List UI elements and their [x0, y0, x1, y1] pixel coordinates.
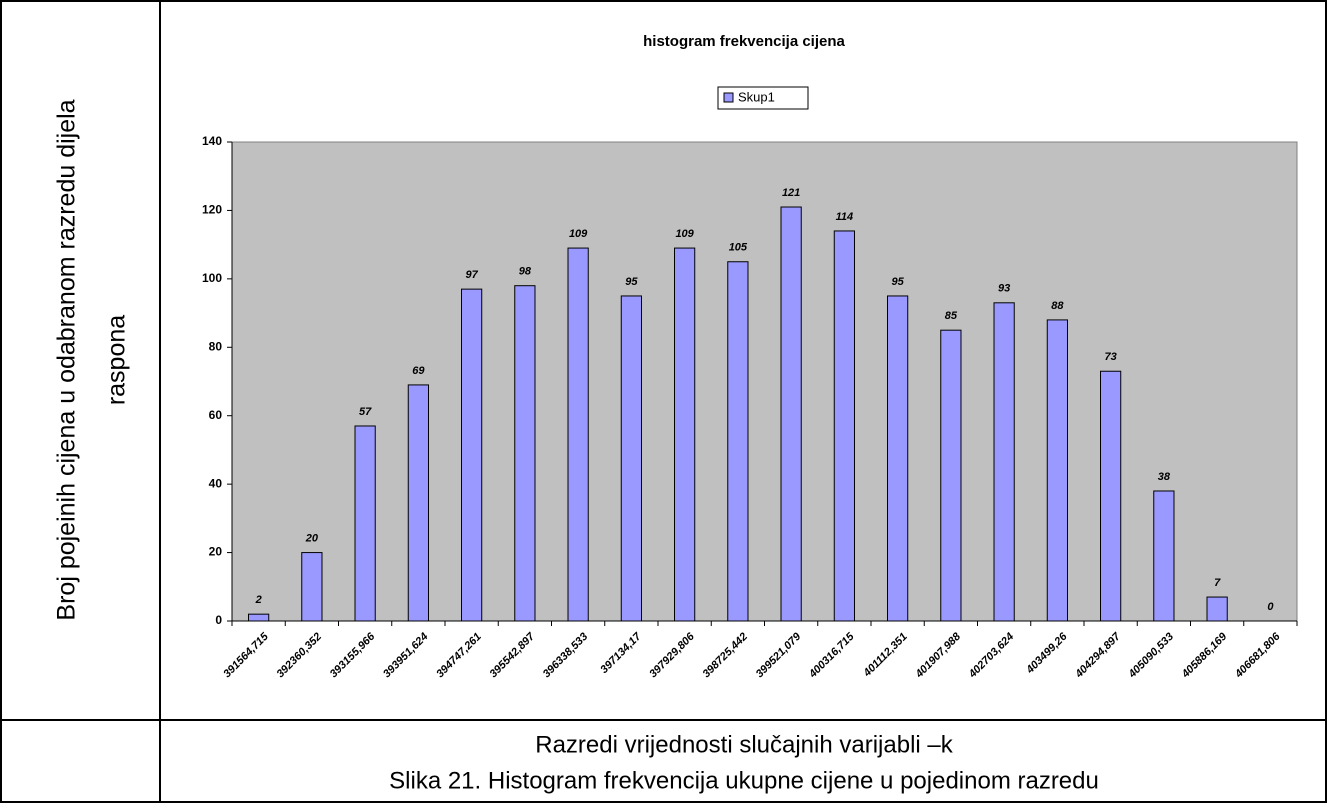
plot-area — [231, 141, 1298, 622]
data-label: 38 — [1158, 471, 1171, 483]
y-tick-label: 80 — [209, 339, 223, 353]
data-label: 105 — [729, 242, 748, 254]
data-label: 93 — [998, 283, 1010, 295]
bar — [407, 384, 429, 622]
y-tick-label: 20 — [209, 545, 223, 559]
bar — [940, 329, 962, 622]
data-label: 109 — [675, 228, 694, 240]
y-tick-label: 0 — [215, 613, 222, 627]
bar — [354, 425, 376, 622]
bar — [461, 288, 483, 622]
x-tick-label: 391564,715 — [221, 630, 271, 680]
x-tick-label: 395542,897 — [487, 630, 537, 680]
x-tick-label: 404294,897 — [1073, 630, 1124, 681]
bar — [1153, 490, 1175, 622]
bar — [1046, 319, 1068, 622]
x-tick-label: 396338,533 — [541, 631, 591, 681]
bar — [727, 261, 749, 622]
bar — [674, 247, 696, 622]
y-tick-label: 140 — [202, 134, 222, 148]
caption: Slika 21. Histogram frekvencija ukupne c… — [389, 767, 1099, 794]
x-tick-label: 401112,351 — [861, 631, 910, 680]
data-label: 73 — [1105, 351, 1117, 363]
legend-box — [717, 86, 809, 110]
y-axis-label: Broj pojeinih cijena u odabranom razredu… — [53, 99, 81, 620]
bar — [993, 302, 1015, 622]
chart-title: histogram frekvencija cijena — [643, 33, 845, 50]
data-label: 121 — [782, 187, 800, 199]
data-label: 109 — [569, 228, 588, 240]
x-tick-label: 397134,17 — [598, 630, 644, 676]
legend-label: Skup1 — [738, 89, 775, 104]
x-tick-label: 392360,352 — [274, 631, 324, 681]
bar — [514, 285, 536, 622]
x-tick-label: 406681,806 — [1232, 630, 1283, 681]
data-label: 57 — [359, 406, 372, 418]
y-tick-label: 120 — [202, 203, 222, 217]
bar — [1206, 596, 1228, 622]
legend-swatch — [723, 92, 734, 103]
data-label: 85 — [945, 310, 958, 322]
data-label: 7 — [1214, 577, 1221, 589]
data-label: 0 — [1267, 601, 1274, 613]
data-label: 69 — [412, 365, 425, 377]
data-label: 97 — [466, 269, 479, 281]
bar — [248, 613, 270, 622]
x-tick-label: 393951,624 — [381, 631, 431, 681]
data-label: 98 — [519, 266, 532, 278]
bar — [1100, 370, 1122, 622]
data-label: 95 — [892, 276, 905, 288]
data-label: 20 — [305, 532, 319, 544]
data-label: 2 — [255, 594, 262, 606]
x-tick-label: 405886,169 — [1179, 630, 1230, 681]
bar — [567, 247, 589, 622]
y-tick-label: 40 — [209, 476, 223, 490]
y-axis-label: raspona — [103, 315, 131, 405]
x-tick-label: 405090,533 — [1126, 631, 1176, 681]
x-tick-label: 397929,806 — [647, 630, 697, 680]
data-label: 95 — [625, 276, 638, 288]
x-axis-label: Razredi vrijednosti slučajnih varijabli … — [535, 731, 954, 758]
x-tick-label: 403499,26 — [1024, 630, 1071, 677]
bar — [887, 295, 909, 622]
x-tick-label: 393155,966 — [328, 630, 378, 680]
data-label: 114 — [836, 211, 854, 223]
bar — [780, 206, 802, 622]
bar — [620, 295, 642, 622]
x-tick-label: 394747,261 — [434, 631, 484, 681]
bar — [301, 552, 323, 622]
x-tick-label: 398725,442 — [700, 631, 750, 681]
x-tick-label: 399521,079 — [754, 630, 804, 680]
x-tick-label: 401907,988 — [913, 630, 964, 681]
data-label: 88 — [1051, 300, 1064, 312]
x-tick-label: 400316,715 — [806, 630, 857, 681]
bar — [833, 230, 855, 622]
y-tick-label: 60 — [209, 408, 223, 422]
y-tick-label: 100 — [202, 271, 222, 285]
x-tick-label: 402703,624 — [966, 631, 1016, 681]
